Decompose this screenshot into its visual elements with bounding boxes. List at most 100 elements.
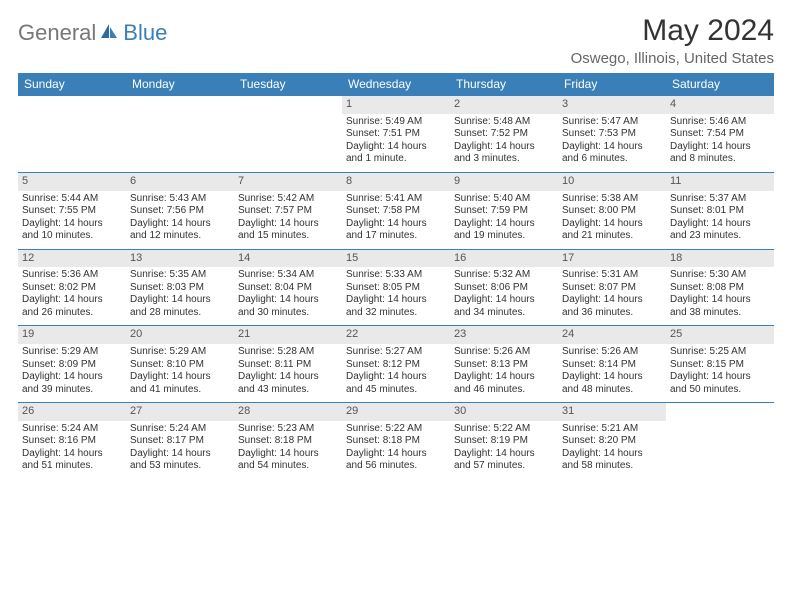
sunrise-text: Sunrise: 5:34 AM bbox=[238, 269, 338, 282]
sunset-text: Sunset: 8:13 PM bbox=[454, 359, 554, 372]
day-number: 18 bbox=[666, 250, 774, 268]
sunset-text: Sunset: 7:57 PM bbox=[238, 205, 338, 218]
sunrise-text: Sunrise: 5:26 AM bbox=[454, 346, 554, 359]
calendar-cell: 11Sunrise: 5:37 AMSunset: 8:01 PMDayligh… bbox=[666, 172, 774, 249]
calendar-cell: 25Sunrise: 5:25 AMSunset: 8:15 PMDayligh… bbox=[666, 326, 774, 403]
sunset-text: Sunset: 8:18 PM bbox=[346, 435, 446, 448]
sunset-text: Sunset: 8:14 PM bbox=[562, 359, 662, 372]
sunrise-text: Sunrise: 5:25 AM bbox=[670, 346, 770, 359]
daylight-text: Daylight: 14 hours and 58 minutes. bbox=[562, 448, 662, 473]
calendar-body: 1Sunrise: 5:49 AMSunset: 7:51 PMDaylight… bbox=[18, 96, 774, 479]
sunset-text: Sunset: 8:02 PM bbox=[22, 282, 122, 295]
sunrise-text: Sunrise: 5:22 AM bbox=[346, 423, 446, 436]
month-title: May 2024 bbox=[571, 14, 774, 48]
sunrise-text: Sunrise: 5:27 AM bbox=[346, 346, 446, 359]
weekday-header: Thursday bbox=[450, 73, 558, 96]
day-number: 3 bbox=[558, 96, 666, 114]
daylight-text: Daylight: 14 hours and 10 minutes. bbox=[22, 218, 122, 243]
sunrise-text: Sunrise: 5:43 AM bbox=[130, 193, 230, 206]
calendar-cell: 18Sunrise: 5:30 AMSunset: 8:08 PMDayligh… bbox=[666, 249, 774, 326]
day-number: 21 bbox=[234, 326, 342, 344]
sunset-text: Sunset: 8:18 PM bbox=[238, 435, 338, 448]
sunset-text: Sunset: 8:12 PM bbox=[346, 359, 446, 372]
sunset-text: Sunset: 8:11 PM bbox=[238, 359, 338, 372]
calendar-cell: 31Sunrise: 5:21 AMSunset: 8:20 PMDayligh… bbox=[558, 403, 666, 479]
sunset-text: Sunset: 7:59 PM bbox=[454, 205, 554, 218]
calendar-week: 5Sunrise: 5:44 AMSunset: 7:55 PMDaylight… bbox=[18, 172, 774, 249]
sunrise-text: Sunrise: 5:28 AM bbox=[238, 346, 338, 359]
daylight-text: Daylight: 14 hours and 6 minutes. bbox=[562, 141, 662, 166]
daylight-text: Daylight: 14 hours and 54 minutes. bbox=[238, 448, 338, 473]
daylight-text: Daylight: 14 hours and 53 minutes. bbox=[130, 448, 230, 473]
calendar-cell: 13Sunrise: 5:35 AMSunset: 8:03 PMDayligh… bbox=[126, 249, 234, 326]
daylight-text: Daylight: 14 hours and 17 minutes. bbox=[346, 218, 446, 243]
sail-icon bbox=[99, 20, 119, 46]
sunrise-text: Sunrise: 5:29 AM bbox=[130, 346, 230, 359]
calendar-cell: 12Sunrise: 5:36 AMSunset: 8:02 PMDayligh… bbox=[18, 249, 126, 326]
daylight-text: Daylight: 14 hours and 51 minutes. bbox=[22, 448, 122, 473]
sunrise-text: Sunrise: 5:41 AM bbox=[346, 193, 446, 206]
calendar-cell: 29Sunrise: 5:22 AMSunset: 8:18 PMDayligh… bbox=[342, 403, 450, 479]
calendar-cell: 28Sunrise: 5:23 AMSunset: 8:18 PMDayligh… bbox=[234, 403, 342, 479]
sunrise-text: Sunrise: 5:49 AM bbox=[346, 116, 446, 129]
calendar-cell: 16Sunrise: 5:32 AMSunset: 8:06 PMDayligh… bbox=[450, 249, 558, 326]
daylight-text: Daylight: 14 hours and 36 minutes. bbox=[562, 294, 662, 319]
sunrise-text: Sunrise: 5:44 AM bbox=[22, 193, 122, 206]
sunrise-text: Sunrise: 5:38 AM bbox=[562, 193, 662, 206]
day-number: 1 bbox=[342, 96, 450, 114]
calendar-cell: 10Sunrise: 5:38 AMSunset: 8:00 PMDayligh… bbox=[558, 172, 666, 249]
daylight-text: Daylight: 14 hours and 21 minutes. bbox=[562, 218, 662, 243]
brand-part1: General bbox=[18, 20, 96, 46]
day-number: 6 bbox=[126, 173, 234, 191]
sunrise-text: Sunrise: 5:29 AM bbox=[22, 346, 122, 359]
weekday-header: Tuesday bbox=[234, 73, 342, 96]
daylight-text: Daylight: 14 hours and 38 minutes. bbox=[670, 294, 770, 319]
sunset-text: Sunset: 8:07 PM bbox=[562, 282, 662, 295]
sunrise-text: Sunrise: 5:46 AM bbox=[670, 116, 770, 129]
daylight-text: Daylight: 14 hours and 3 minutes. bbox=[454, 141, 554, 166]
calendar-table: SundayMondayTuesdayWednesdayThursdayFrid… bbox=[18, 73, 774, 479]
location: Oswego, Illinois, United States bbox=[571, 50, 774, 67]
daylight-text: Daylight: 14 hours and 48 minutes. bbox=[562, 371, 662, 396]
calendar-cell: 27Sunrise: 5:24 AMSunset: 8:17 PMDayligh… bbox=[126, 403, 234, 479]
sunrise-text: Sunrise: 5:32 AM bbox=[454, 269, 554, 282]
calendar-cell bbox=[666, 403, 774, 479]
brand-logo: General Blue bbox=[18, 20, 167, 46]
weekday-header: Friday bbox=[558, 73, 666, 96]
sunset-text: Sunset: 8:10 PM bbox=[130, 359, 230, 372]
sunset-text: Sunset: 8:09 PM bbox=[22, 359, 122, 372]
sunset-text: Sunset: 8:06 PM bbox=[454, 282, 554, 295]
daylight-text: Daylight: 14 hours and 30 minutes. bbox=[238, 294, 338, 319]
daylight-text: Daylight: 14 hours and 34 minutes. bbox=[454, 294, 554, 319]
day-number: 5 bbox=[18, 173, 126, 191]
daylight-text: Daylight: 14 hours and 12 minutes. bbox=[130, 218, 230, 243]
sunrise-text: Sunrise: 5:48 AM bbox=[454, 116, 554, 129]
sunset-text: Sunset: 8:04 PM bbox=[238, 282, 338, 295]
calendar-cell: 9Sunrise: 5:40 AMSunset: 7:59 PMDaylight… bbox=[450, 172, 558, 249]
sunrise-text: Sunrise: 5:40 AM bbox=[454, 193, 554, 206]
day-number: 25 bbox=[666, 326, 774, 344]
day-number: 4 bbox=[666, 96, 774, 114]
sunset-text: Sunset: 7:56 PM bbox=[130, 205, 230, 218]
day-number: 27 bbox=[126, 403, 234, 421]
daylight-text: Daylight: 14 hours and 57 minutes. bbox=[454, 448, 554, 473]
day-number: 24 bbox=[558, 326, 666, 344]
sunrise-text: Sunrise: 5:47 AM bbox=[562, 116, 662, 129]
daylight-text: Daylight: 14 hours and 39 minutes. bbox=[22, 371, 122, 396]
sunrise-text: Sunrise: 5:22 AM bbox=[454, 423, 554, 436]
sunrise-text: Sunrise: 5:33 AM bbox=[346, 269, 446, 282]
daylight-text: Daylight: 14 hours and 50 minutes. bbox=[670, 371, 770, 396]
day-number: 17 bbox=[558, 250, 666, 268]
calendar-cell: 20Sunrise: 5:29 AMSunset: 8:10 PMDayligh… bbox=[126, 326, 234, 403]
sunrise-text: Sunrise: 5:24 AM bbox=[22, 423, 122, 436]
brand-part2: Blue bbox=[123, 20, 167, 46]
calendar-cell: 2Sunrise: 5:48 AMSunset: 7:52 PMDaylight… bbox=[450, 96, 558, 173]
calendar-cell: 19Sunrise: 5:29 AMSunset: 8:09 PMDayligh… bbox=[18, 326, 126, 403]
sunrise-text: Sunrise: 5:26 AM bbox=[562, 346, 662, 359]
daylight-text: Daylight: 14 hours and 28 minutes. bbox=[130, 294, 230, 319]
calendar-cell: 22Sunrise: 5:27 AMSunset: 8:12 PMDayligh… bbox=[342, 326, 450, 403]
day-number: 23 bbox=[450, 326, 558, 344]
weekday-header: Wednesday bbox=[342, 73, 450, 96]
weekday-header: Saturday bbox=[666, 73, 774, 96]
day-number: 14 bbox=[234, 250, 342, 268]
